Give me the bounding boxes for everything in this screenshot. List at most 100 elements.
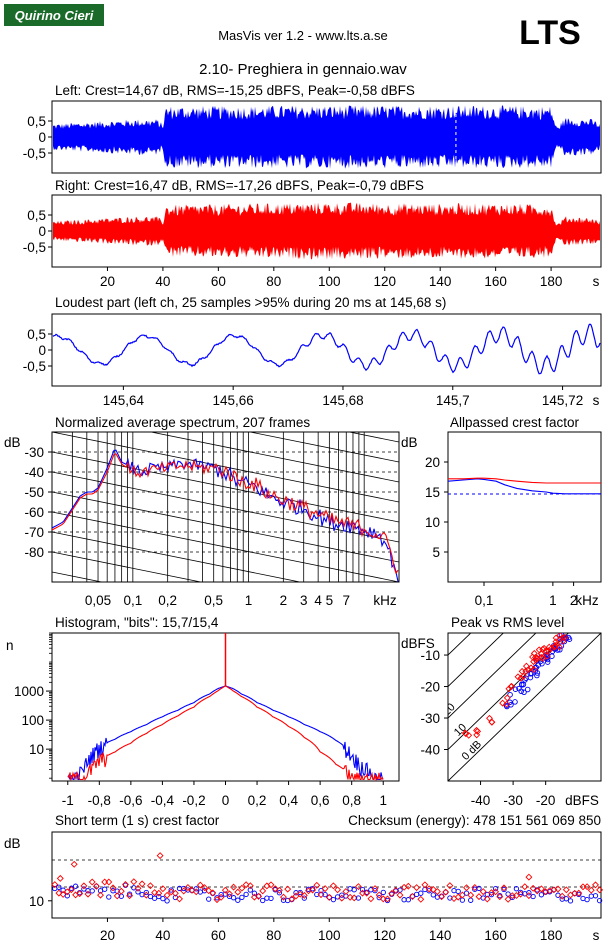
short-point-left [156,893,162,900]
short-point-right [230,883,238,891]
short-point-left [563,896,569,902]
short-point-right [155,889,163,897]
short-point-left [418,890,424,896]
spectrum-xtick-label: 7 [343,593,351,608]
pvr-point-left [521,689,527,696]
loud-xunit-label: s [593,393,600,408]
short-point-left [160,895,166,902]
pvr-point-right [503,700,511,708]
loud-xtick-label: 145,7 [436,393,470,408]
spectrum-xtick-label: 0,05 [85,593,111,608]
short-point-right [475,893,483,901]
loud-xtick-label: 145,68 [322,393,363,408]
allpassed-crest-frame [447,431,602,583]
short-point-left [64,893,70,899]
loudest-part-line [52,323,601,375]
short-point-right [571,889,579,897]
short-point-right [280,893,287,901]
short-point-left [201,888,208,894]
short-point-right [384,895,391,903]
pvr-diag-line [448,633,570,751]
hist-xtick-label: 0,2 [248,793,267,808]
short-point-left [251,890,258,896]
short-ytick-label: 10 [29,894,44,909]
short-point-right [250,893,258,901]
histogram-left-line [67,685,384,781]
spectrum-xtick-label: 0,5 [204,593,223,608]
pvr-point-right [539,645,547,653]
short-point-right [409,893,416,900]
hist-xtick-label: -1 [62,793,74,808]
short-term-crest-ylabel: dB [4,836,21,851]
short-point-right [388,890,396,897]
short-point-left [318,887,324,894]
short-point-left [301,895,307,901]
right-waveform-panel: Right: Crest=16,47 dB, RMS=-17,26 dBFS, … [23,178,602,289]
short-point-right [492,888,500,896]
pvr-point-left [549,648,556,655]
hist-xtick-label: 0 [222,793,230,808]
header: Quirino Cieri MasVis ver 1.2 - www.lts.a… [4,4,581,78]
short-point-right [454,893,462,901]
hist-xtick-label: 0,8 [342,793,361,808]
pvr-diag-label: 0 dB [460,738,484,762]
short-point-right [433,888,441,895]
pvr-point-right [547,645,555,652]
short-point-right [338,894,346,902]
pvr-point-left [518,688,524,695]
short-point-right [396,891,404,899]
short-point-left [584,896,590,903]
short-xtick-label: 60 [211,928,226,943]
short-point-right [558,892,566,900]
pvr-diag-line [448,633,472,656]
short-point-left [359,886,366,893]
short-point-right [596,886,604,894]
short-point-right [184,884,192,891]
short-point-right [517,890,525,898]
short-point-right [329,882,337,890]
short-point-right [575,889,583,897]
short-point-left [322,891,328,898]
spectrum-slope-line [52,531,302,582]
short-point-right [533,887,541,895]
short-point-right [521,883,529,891]
crest-xunit-label: kHz [575,593,598,608]
peak-vs-rms-title: Peak vs RMS level [451,615,564,630]
short-point-left [567,898,574,904]
short-point-right [367,895,375,903]
short-point-right [300,891,308,899]
short-point-right [483,895,491,903]
crest-ytick-label: 10 [425,515,440,530]
wave-ytick-label: -0,5 [23,240,46,255]
short-point-left [147,893,154,900]
peak-vs-rms-ylabel: dBFS [401,636,435,651]
short-point-right [350,894,358,902]
short-point-right [142,891,150,899]
short-point-right [442,888,450,896]
short-point-right [217,893,225,901]
spectrum-title: Normalized average spectrum, 207 frames [55,415,310,430]
short-point-right [221,886,229,894]
short-point-left [330,896,337,903]
short-point-right [213,896,221,904]
short-point-left [355,895,362,901]
short-point-right [267,881,275,889]
short-point-left [384,897,391,904]
pvr-point-right [531,654,539,661]
short-point-left [235,897,241,903]
short-point-left [314,891,320,898]
short-point-right [88,878,96,886]
right-xtick-label: 180 [540,274,563,289]
short-point-right [176,895,183,903]
spectrum-ylabel: dB [4,435,21,450]
allpassed-crest-right-line [448,477,601,484]
short-term-crest-frame [51,831,602,919]
short-point-right [392,886,400,894]
short-point-right [84,890,92,898]
short-point-right [508,892,516,900]
short-point-right [159,885,167,893]
short-point-right [205,887,213,895]
spectrum-xtick-label: 0,1 [123,593,142,608]
short-point-right [156,852,164,860]
